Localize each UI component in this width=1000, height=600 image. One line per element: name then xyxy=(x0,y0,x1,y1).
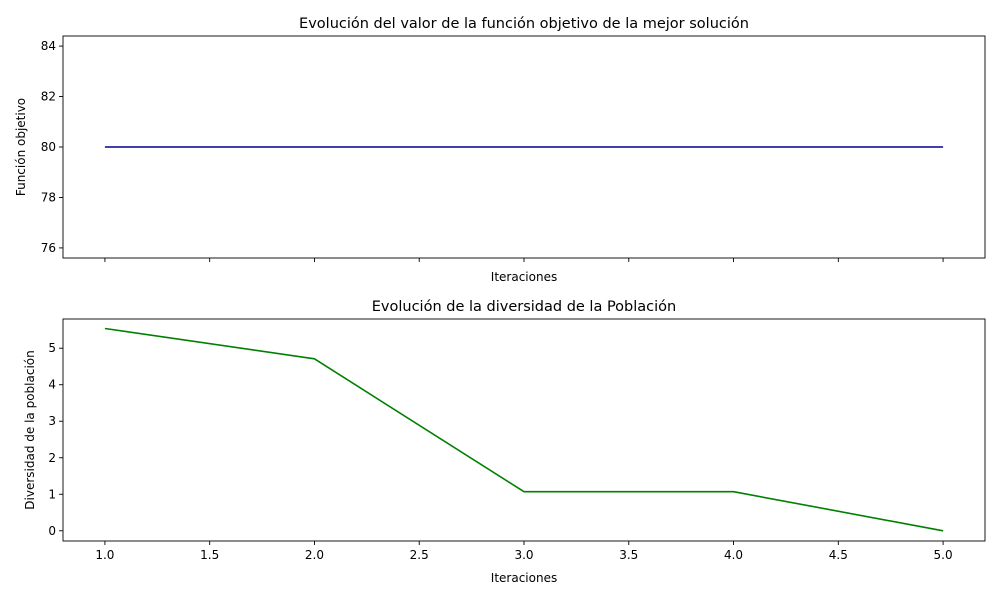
top-y-tick-label: 84 xyxy=(41,39,56,53)
top-ticks: 76 78 80 82 84 xyxy=(41,39,944,262)
bottom-x-tick-label: 2.0 xyxy=(305,548,324,562)
bottom-x-tick-label: 4.0 xyxy=(724,548,743,562)
bottom-ticks: 1.0 1.5 2.0 2.5 3.0 3.5 4.0 4.5 5.0 0 1 2 3 4 5 xyxy=(48,341,952,562)
bottom-y-tick-label: 0 xyxy=(48,524,56,538)
bottom-series xyxy=(104,327,944,532)
top-y-tick-label: 78 xyxy=(41,190,56,204)
bottom-series-line xyxy=(104,327,944,532)
bottom-y-axis-label: Diversidad de la población xyxy=(23,350,37,509)
bottom-x-tick-label: 1.5 xyxy=(200,548,219,562)
bottom-x-tick-label: 3.0 xyxy=(514,548,533,562)
bottom-x-tick-label: 5.0 xyxy=(934,548,953,562)
top-y-axis-label: Función objetivo xyxy=(14,98,28,196)
bottom-y-tick-label: 4 xyxy=(48,378,56,392)
bottom-y-tick-label: 3 xyxy=(48,414,56,428)
bottom-x-tick-label: 2.5 xyxy=(410,548,429,562)
bottom-x-axis-label: Iteraciones xyxy=(491,571,557,585)
top-subplot: Evolución del valor de la función objeti… xyxy=(14,16,986,284)
bottom-chart-title: Evolución de la diversidad de la Poblaci… xyxy=(372,299,676,315)
bottom-plot-frame xyxy=(62,318,986,542)
bottom-y-tick-label: 2 xyxy=(48,451,56,465)
bottom-x-tick-label: 4.5 xyxy=(829,548,848,562)
bottom-x-tick-label: 3.5 xyxy=(619,548,638,562)
top-y-tick-label: 80 xyxy=(41,140,56,154)
top-y-tick-label: 76 xyxy=(41,241,56,255)
bottom-y-tick-label: 5 xyxy=(48,341,56,355)
top-x-axis-label: Iteraciones xyxy=(491,270,557,284)
top-chart-title: Evolución del valor de la función objeti… xyxy=(299,16,749,32)
bottom-x-tick-label: 1.0 xyxy=(95,548,114,562)
top-y-tick-label: 82 xyxy=(41,90,56,104)
bottom-subplot: Evolución de la diversidad de la Poblaci… xyxy=(23,299,986,585)
bottom-y-tick-label: 1 xyxy=(48,487,56,501)
